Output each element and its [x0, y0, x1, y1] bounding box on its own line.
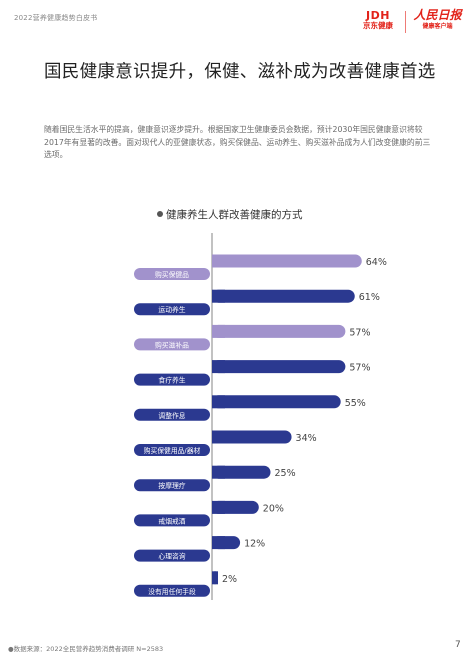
people-daily-logo: 人民日报 健康客户端 — [413, 8, 462, 30]
bar-1 — [212, 289, 355, 303]
bar-start-3 — [212, 360, 225, 374]
value-label-7: 20% — [263, 503, 284, 514]
category-pill-2 — [134, 338, 210, 351]
category-label-5: 购买保健用品/器材 — [144, 446, 201, 455]
page-title: 国民健康意识提升，保健、滋补成为改善健康首选 — [44, 62, 436, 82]
bar-2 — [212, 324, 346, 338]
bar-start-0 — [212, 254, 225, 268]
value-label-9: 2% — [222, 574, 237, 585]
category-pill-9 — [134, 584, 210, 597]
category-pill-5 — [134, 444, 210, 456]
value-label-4: 55% — [345, 398, 366, 409]
bar-start-9 — [212, 571, 218, 585]
bar-start-7 — [212, 500, 225, 514]
report-title: 2022营养健康趋势白皮书 — [14, 14, 98, 22]
value-label-6: 25% — [275, 468, 296, 479]
data-source-note: ●数据来源：2022全民营养趋势消费者调研 N=2583 — [8, 645, 164, 653]
category-label-6: 按摩理疗 — [158, 481, 185, 490]
bar-start-1 — [212, 289, 225, 303]
category-pill-7 — [134, 514, 210, 527]
jd-health-logo: JDH 京东健康 — [363, 9, 393, 30]
logo-divider — [405, 11, 406, 33]
category-pill-0 — [134, 268, 210, 280]
value-label-1: 61% — [359, 292, 380, 303]
category-label-4: 调整作息 — [158, 411, 185, 420]
category-label-8: 心理咨询 — [158, 552, 185, 561]
value-label-8: 12% — [244, 539, 265, 550]
category-label-0: 购买保健品 — [155, 270, 189, 279]
category-pill-4 — [134, 408, 210, 421]
bar-start-5 — [212, 430, 225, 444]
value-label-2: 57% — [349, 327, 370, 338]
bar-start-4 — [212, 395, 225, 409]
intro-paragraph: 随着国民生活水平的提高，健康意识逐步提升。根据国家卫生健康委员会数据，预计203… — [44, 125, 431, 159]
category-label-2: 购买滋补品 — [155, 340, 189, 349]
bar-4 — [212, 395, 341, 409]
category-pill-3 — [134, 373, 210, 386]
value-label-3: 57% — [349, 363, 370, 374]
bar-start-6 — [212, 465, 225, 479]
page-number: 7 — [455, 640, 461, 650]
category-pill-6 — [134, 479, 210, 492]
category-label-3: 食疗养生 — [158, 376, 185, 385]
bar-5 — [212, 430, 292, 444]
chart-title: 健康养生人群改善健康的方式 — [157, 207, 303, 222]
category-label-1: 运动养生 — [158, 305, 185, 314]
bar-start-2 — [212, 324, 225, 338]
bullet-dot-icon — [157, 211, 163, 217]
bar-start-8 — [212, 536, 225, 550]
value-label-0: 64% — [366, 257, 387, 268]
bar-6 — [212, 465, 271, 479]
category-label-9: 没有用任何手段 — [148, 587, 196, 596]
category-pill-1 — [134, 303, 210, 316]
value-label-5: 34% — [296, 433, 317, 444]
bar-0 — [212, 254, 362, 268]
bar-3 — [212, 360, 346, 374]
category-pill-8 — [134, 549, 210, 562]
category-label-7: 戒烟戒酒 — [158, 516, 185, 525]
